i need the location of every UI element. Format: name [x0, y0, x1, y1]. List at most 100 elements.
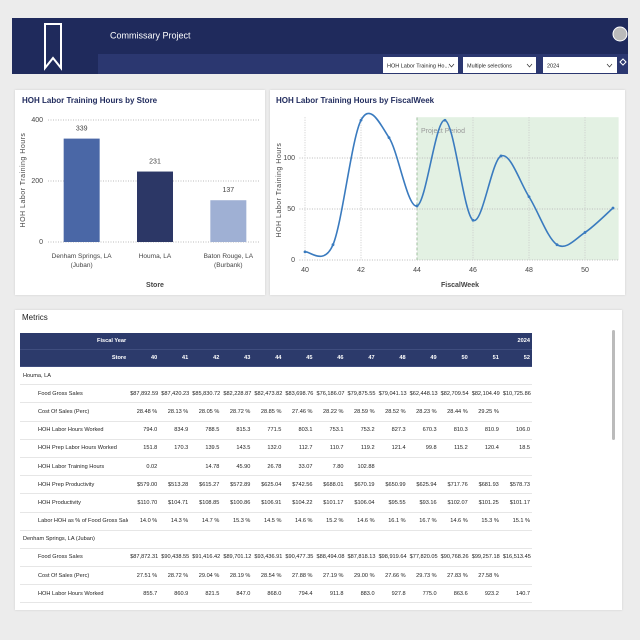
row-label: HOH Labor Hours Worked — [20, 584, 129, 604]
header-row: Store 40 41 42 43 44 45 46 47 48 49 50 51 52 — [20, 349, 532, 367]
cell: $82,709.54 — [438, 384, 470, 404]
cell: $91,416.42 — [190, 548, 222, 568]
cell: $110.70 — [128, 493, 160, 513]
row-label: HOH Labor Hours Worked — [20, 421, 129, 440]
header-cell: 2024 — [500, 333, 532, 350]
info-icon[interactable] — [612, 26, 628, 42]
cell: 28.54 % — [252, 566, 284, 586]
cell: 28.23 % — [407, 402, 439, 422]
cell: 112.7 — [283, 439, 315, 458]
group-row: Houma, LA — [20, 366, 532, 386]
cell: $87,872.31 — [128, 548, 160, 568]
cell: $76,186.07 — [314, 384, 346, 404]
cell — [438, 457, 470, 477]
cell: $101.25 — [469, 493, 501, 513]
cell: $104.71 — [159, 493, 191, 513]
project-period — [417, 117, 619, 260]
annotation: Project Period — [421, 128, 465, 135]
cell: $90,438.55 — [159, 548, 191, 568]
point — [443, 118, 447, 122]
cell: $98,919.64 — [376, 548, 408, 568]
cell — [159, 457, 191, 477]
cell: 14.5 % — [252, 512, 284, 531]
cell: $650.99 — [376, 475, 408, 495]
cell: 911.8 — [314, 584, 346, 604]
metric-row: Labor HOH as % of Food Gross Sales 14.0 %… — [20, 512, 532, 531]
cell: 132.0 — [252, 439, 284, 458]
point — [611, 206, 615, 210]
cell: 923.2 — [469, 584, 501, 604]
cell: $101.17 — [314, 493, 346, 513]
cell: $102.07 — [438, 493, 470, 513]
cell: 106.0 — [500, 421, 532, 440]
y-tick-label: 400 — [31, 117, 43, 124]
filter-box[interactable] — [543, 57, 617, 73]
header-cell: 52 — [500, 349, 532, 367]
cell: $90,768.26 — [438, 548, 470, 568]
cell: $83,698.76 — [283, 384, 315, 404]
cell: 29.73 % — [407, 566, 439, 586]
cell: 102.88 — [345, 457, 377, 477]
cell: $93,436.91 — [252, 548, 284, 568]
row-label: Cost Of Sales (Perc) — [20, 402, 129, 422]
page-title: Commissary Project — [110, 30, 191, 40]
y-tick-label: 50 — [287, 206, 295, 213]
cell: $670.19 — [345, 475, 377, 495]
cell — [469, 457, 501, 477]
point — [331, 243, 335, 247]
cell: 810.9 — [469, 421, 501, 440]
cell: $742.56 — [283, 475, 315, 495]
cell: 28.72 % — [221, 402, 253, 422]
cell: 868.0 — [252, 584, 284, 604]
cell: 803.1 — [283, 421, 315, 440]
row-label: Cost Of Sales (Perc) — [20, 566, 129, 586]
point — [583, 231, 587, 234]
cell: 139.5 — [190, 439, 222, 458]
cell: $88,494.08 — [314, 548, 346, 568]
bar — [63, 138, 100, 242]
cell: 788.5 — [190, 421, 222, 440]
eraser-icon[interactable] — [619, 58, 627, 66]
logo — [44, 23, 62, 71]
cell: $104.22 — [283, 493, 315, 513]
filter-box[interactable] — [463, 57, 536, 73]
cell: $513.28 — [159, 475, 191, 495]
group-name: Houma, LA — [20, 366, 532, 386]
group-row: Denham Springs, LA (Juban) — [20, 530, 532, 549]
header-cell: 43 — [221, 349, 253, 367]
cell: 14.6 % — [283, 512, 315, 531]
filter-box[interactable] — [383, 57, 458, 73]
scrollbar[interactable] — [612, 330, 615, 440]
cell: $79,041.13 — [376, 384, 408, 404]
header-cell: 50 — [438, 349, 470, 367]
cell: 28.05 % — [190, 402, 222, 422]
x-tick-label: 46 — [469, 267, 477, 274]
x-axis-label: FiscalWeek — [441, 282, 479, 289]
point — [471, 218, 475, 222]
metric-row: HOH Productivity $110.70 $104.71 $108.85 $10… — [20, 493, 532, 513]
bar — [210, 200, 247, 242]
point — [359, 118, 363, 122]
row-label: Labor HOH as % of Food Gross Sales — [20, 512, 129, 531]
cell: 27.66 % — [376, 566, 408, 586]
cell: $87,818.13 — [345, 548, 377, 568]
cell: 670.3 — [407, 421, 439, 440]
x-axis-label: Store — [146, 282, 164, 289]
cell — [500, 457, 532, 477]
cell: 14.3 % — [159, 512, 191, 531]
cell: 110.7 — [314, 439, 346, 458]
cell: 815.3 — [221, 421, 253, 440]
header-cell: 45 — [283, 349, 315, 367]
cell: 18.5 — [500, 439, 532, 458]
cell: $717.76 — [438, 475, 470, 495]
cell: $106.91 — [252, 493, 284, 513]
point — [527, 195, 531, 199]
filter-text: HOH Labor Training Ho... — [387, 63, 450, 69]
cell: $62,448.13 — [407, 384, 439, 404]
data-label: 137 — [222, 187, 234, 194]
cell: $82,104.49 — [469, 384, 501, 404]
cell: 821.5 — [190, 584, 222, 604]
point — [499, 154, 503, 158]
cell: $579.00 — [128, 475, 160, 495]
